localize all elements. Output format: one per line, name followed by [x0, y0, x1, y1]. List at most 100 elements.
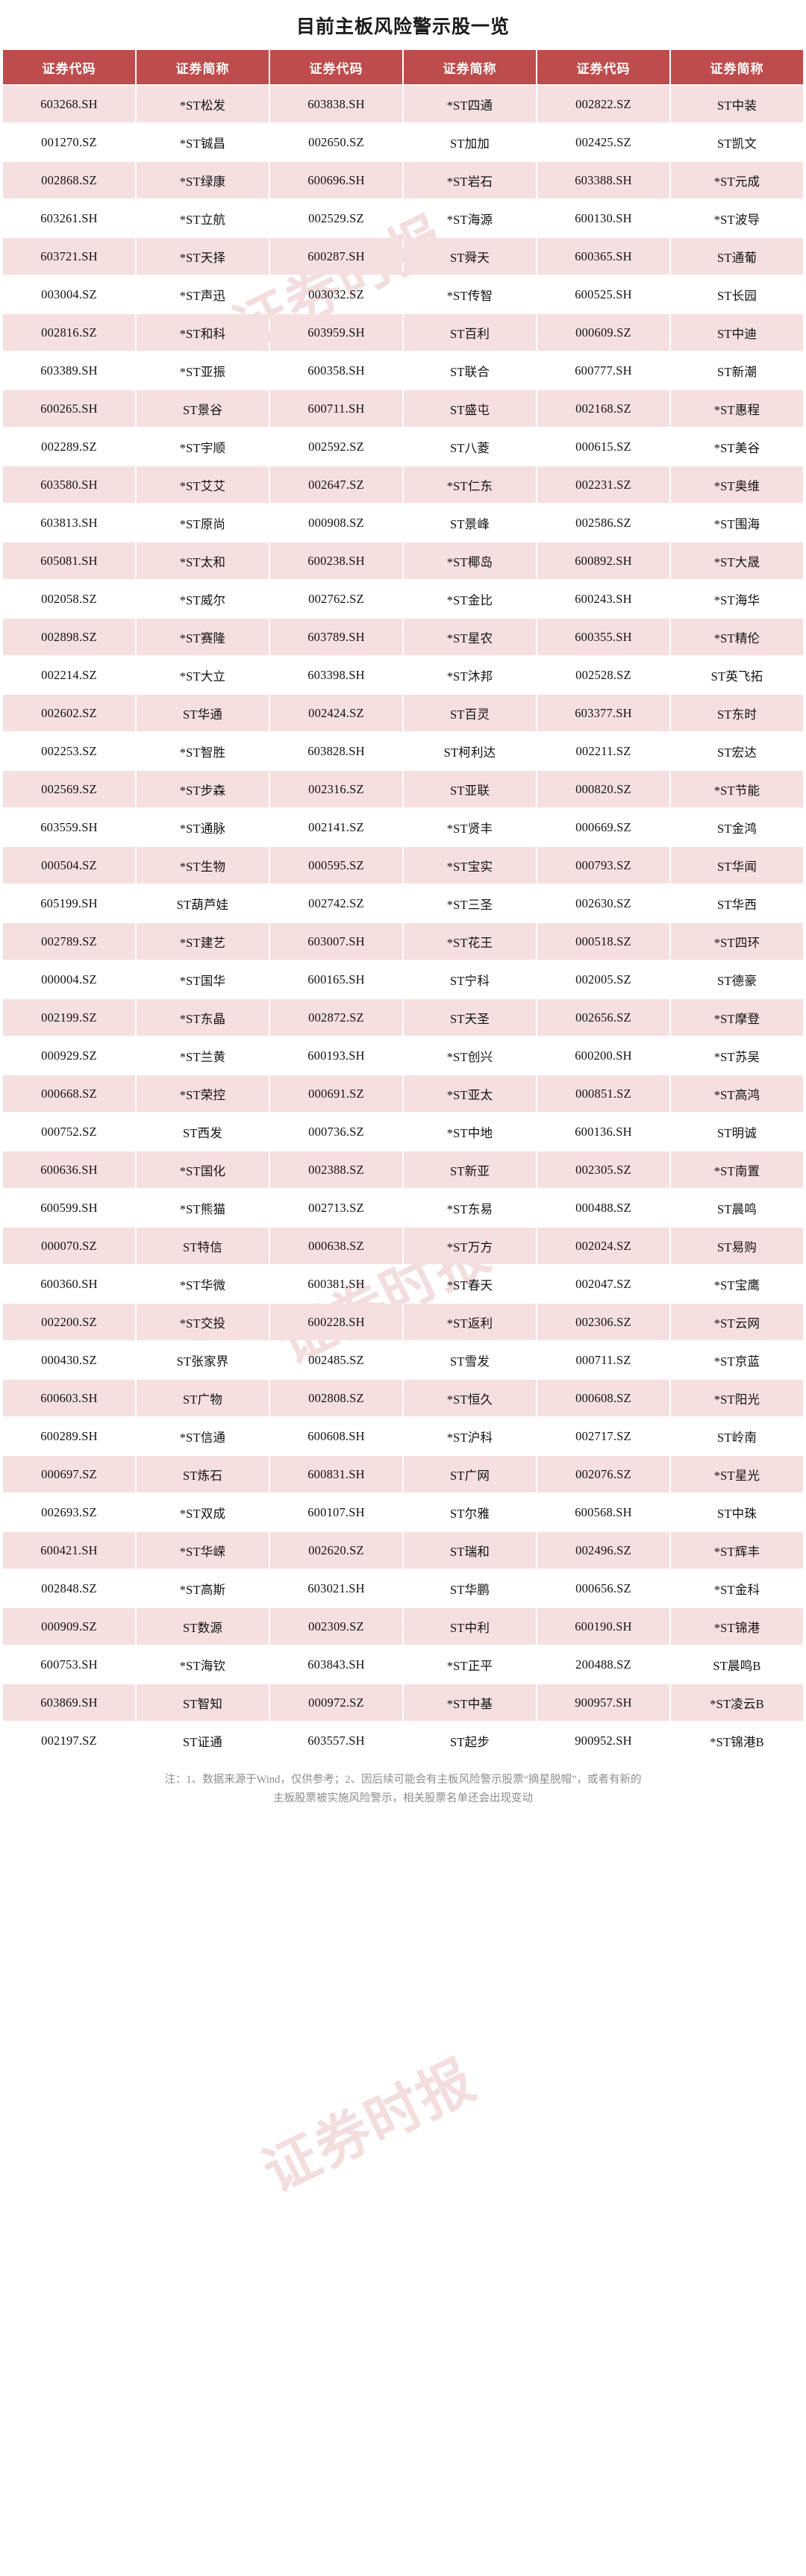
- stock-name-cell: *ST熊猫: [179, 1201, 226, 1216]
- stock-name-cell: ST易购: [671, 1228, 803, 1264]
- stock-code-cell: 600421.SH: [3, 1532, 135, 1569]
- stock-code-cell: 603389.SH: [40, 363, 98, 378]
- stock-code-cell: 900952.SH: [575, 1733, 632, 1748]
- stock-code-cell: 000909.SZ: [3, 1608, 135, 1645]
- stock-name-cell: *ST海源: [446, 212, 493, 227]
- table-row: 600636.SH *ST国化 002388.SZ ST新亚 002305.SZ *ST南…: [3, 1151, 803, 1188]
- table-head: 证券代码 证券简称 证券代码 证券简称 证券代码 证券简称: [3, 50, 803, 84]
- stock-name-cell: ST新亚: [404, 1151, 536, 1188]
- stock-name-cell: *ST精伦: [671, 619, 803, 655]
- stock-name-cell: ST瑞和: [404, 1532, 536, 1569]
- stock-code-cell: 000820.SZ: [537, 771, 669, 807]
- stock-code-cell: 002822.SZ: [537, 86, 669, 122]
- stock-code-cell: 002305.SZ: [537, 1151, 669, 1188]
- stock-code-cell: 605199.SH: [40, 895, 98, 910]
- stock-name-cell: ST景谷: [137, 390, 269, 427]
- stock-name-cell: ST中迪: [671, 314, 803, 351]
- stock-code-cell: 000972.SZ: [270, 1684, 402, 1721]
- table-row: 002602.SZ ST华通 002424.SZ ST百灵 603377.SH ST东时: [3, 695, 803, 731]
- column-header-name1: 证券简称: [137, 50, 269, 84]
- stock-name-cell: *ST华微: [179, 1278, 226, 1292]
- stock-name-cell: *ST万方: [404, 1228, 536, 1264]
- stock-code-cell: 002076.SZ: [537, 1456, 669, 1492]
- stock-code-cell: 002024.SZ: [537, 1228, 669, 1264]
- stock-code-cell: 000430.SZ: [41, 1352, 97, 1367]
- stock-name-cell: *ST仁东: [404, 466, 536, 503]
- stock-code-cell: 002898.SZ: [3, 619, 135, 655]
- stock-name-cell: ST新潮: [716, 364, 757, 379]
- stock-name-cell: *ST正平: [446, 1658, 493, 1673]
- stock-code-cell: 002425.SZ: [575, 134, 631, 149]
- table-row: 000504.SZ *ST生物 000595.SZ *ST宝实 000793.SZ ST华…: [3, 847, 803, 884]
- stock-code-cell: 603377.SH: [537, 695, 669, 731]
- stock-name-cell: ST中利: [404, 1608, 536, 1645]
- table-row: 002898.SZ *ST赛隆 603789.SH *ST星农 600355.SH *ST…: [3, 619, 803, 655]
- stock-name-cell: ST通葡: [671, 238, 803, 275]
- table-row: 605199.SH ST葫芦娃 002742.SZ *ST三圣 002630.SZ ST华…: [3, 885, 803, 922]
- stock-code-cell: 002253.SZ: [41, 743, 97, 758]
- table-row: 603813.SH *ST原尚 000908.SZ ST景峰 002586.SZ *ST围…: [3, 504, 803, 541]
- stock-code-cell: 002199.SZ: [3, 999, 135, 1036]
- stock-code-cell: 600696.SH: [270, 162, 402, 198]
- table-row: 002199.SZ *ST东晶 002872.SZ ST天圣 002656.SZ *ST摩…: [3, 999, 803, 1036]
- stock-name-cell: *ST恒久: [404, 1380, 536, 1416]
- stock-name-cell: *ST中地: [446, 1125, 493, 1140]
- stock-code-cell: 002586.SZ: [575, 515, 631, 530]
- stock-code-cell: 000488.SZ: [575, 1200, 631, 1215]
- stock-code-cell: 600287.SH: [270, 238, 402, 275]
- stock-code-cell: 000736.SZ: [308, 1124, 364, 1139]
- stock-code-cell: 600608.SH: [307, 1428, 365, 1443]
- table-row: 600265.SH ST景谷 600711.SH ST盛屯 002168.SZ *ST惠程: [3, 390, 803, 427]
- table-row: 603869.SH ST智知 000972.SZ *ST中基 900957.SH *ST凌…: [3, 1684, 803, 1721]
- column-header-code3: 证券代码: [537, 50, 669, 84]
- stock-name-cell: ST西发: [182, 1125, 223, 1140]
- stock-name-cell: *ST传智: [446, 288, 493, 303]
- stock-code-cell: 603813.SH: [40, 515, 98, 530]
- stock-name-cell: *ST宝实: [404, 847, 536, 884]
- stock-name-cell: ST宏达: [716, 745, 757, 760]
- stock-name-cell: *ST太和: [137, 543, 269, 579]
- stock-name-cell: ST华西: [716, 897, 757, 912]
- footnote-line-2: 主板股票被实施风险警示，相关股票名单还会出现变动: [273, 1792, 533, 1805]
- stock-name-cell: *ST四环: [671, 923, 803, 960]
- stock-code-cell: 002789.SZ: [3, 923, 135, 960]
- table-row: 600603.SH ST广物 002808.SZ *ST恒久 000608.SZ *ST阳…: [3, 1380, 803, 1416]
- stock-code-cell: 002388.SZ: [270, 1151, 402, 1188]
- table-row: 002569.SZ *ST步森 002316.SZ ST亚联 000820.SZ *ST节…: [3, 771, 803, 807]
- stock-code-cell: 003004.SZ: [41, 287, 97, 301]
- stock-name-cell: ST百灵: [404, 695, 536, 731]
- stock-code-cell: 002496.SZ: [537, 1532, 669, 1569]
- stock-code-cell: 000070.SZ: [3, 1228, 135, 1264]
- column-header-code2: 证券代码: [270, 50, 402, 84]
- risk-warning-stock-table: 证券代码 证券简称 证券代码 证券简称 证券代码 证券简称 603268.SH *ST松发 6…: [1, 49, 805, 1760]
- stock-code-cell: 200488.SZ: [575, 1657, 631, 1672]
- stock-code-cell: 603789.SH: [270, 619, 402, 655]
- stock-code-cell: 000752.SZ: [41, 1124, 97, 1139]
- stock-code-cell: 000711.SZ: [575, 1352, 631, 1367]
- stock-name-cell: *ST宝鹰: [713, 1278, 760, 1292]
- stock-code-cell: 605081.SH: [3, 543, 135, 579]
- stock-code-cell: 600892.SH: [537, 543, 669, 579]
- stock-code-cell: 600228.SH: [270, 1304, 402, 1340]
- stock-code-cell: 002693.SZ: [41, 1504, 97, 1519]
- table-row: 600289.SH *ST信通 600608.SH *ST沪科 002717.SZ ST岭…: [3, 1418, 803, 1454]
- stock-name-cell: *ST四通: [404, 86, 536, 122]
- stock-code-cell: 000669.SZ: [575, 819, 631, 834]
- stock-code-cell: 600831.SH: [270, 1456, 402, 1492]
- stock-name-cell: *ST宇顺: [179, 440, 226, 455]
- stock-name-cell: *ST艾艾: [137, 466, 269, 503]
- stock-name-cell: *ST星农: [404, 619, 536, 655]
- table-row: 603721.SH *ST天择 600287.SH ST舜天 600365.SH ST通葡: [3, 238, 803, 275]
- watermark-text: 证券时报: [254, 2049, 485, 2204]
- stock-name-cell: *ST锦港B: [710, 1734, 764, 1749]
- stock-name-cell: ST金鸿: [716, 821, 757, 836]
- stock-name-cell: *ST沐邦: [446, 669, 493, 684]
- table-row: 603268.SH *ST松发 603838.SH *ST四通 002822.SZ ST中…: [3, 86, 803, 122]
- table-row: 002868.SZ *ST绿康 600696.SH *ST岩石 603388.SH *ST…: [3, 162, 803, 198]
- stock-name-cell: *ST节能: [671, 771, 803, 807]
- table-row: 000668.SZ *ST荣控 000691.SZ *ST亚太 000851.SZ *ST…: [3, 1075, 803, 1112]
- stock-name-cell: *ST海钦: [179, 1658, 226, 1673]
- stock-code-cell: 000595.SZ: [270, 847, 402, 884]
- stock-code-cell: 002424.SZ: [270, 695, 402, 731]
- stock-name-cell: *ST立航: [179, 212, 226, 227]
